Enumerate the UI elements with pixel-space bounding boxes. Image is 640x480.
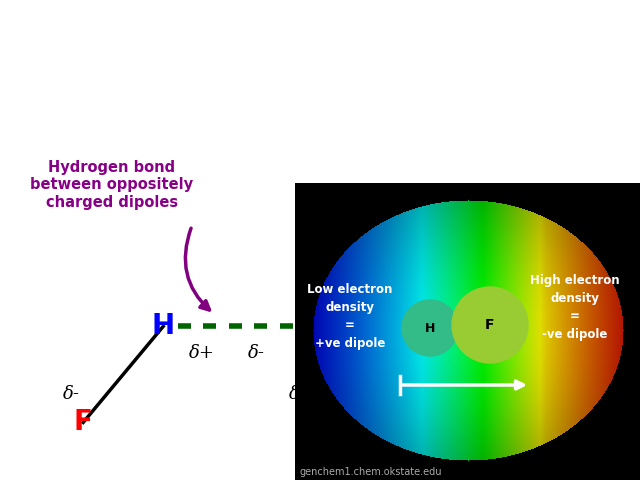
Text: genchem1.chem.okstate.edu: genchem1.chem.okstate.edu bbox=[300, 467, 442, 477]
Circle shape bbox=[452, 287, 528, 363]
Text: F: F bbox=[485, 318, 495, 332]
Text: H: H bbox=[308, 408, 332, 436]
Text: δ-: δ- bbox=[63, 385, 80, 403]
Circle shape bbox=[402, 300, 458, 356]
Text: F: F bbox=[74, 408, 93, 436]
Text: F: F bbox=[374, 312, 394, 340]
Bar bbox=[295, 183, 640, 480]
Text: δ+: δ+ bbox=[189, 344, 214, 362]
Text: δ-: δ- bbox=[344, 289, 360, 307]
Text: H: H bbox=[152, 312, 175, 340]
Text: H: H bbox=[425, 322, 435, 335]
Text: δ+: δ+ bbox=[289, 385, 315, 403]
Text: δ-: δ- bbox=[248, 344, 264, 362]
Text: Hydrogen bond
between oppositely
charged dipoles: Hydrogen bond between oppositely charged… bbox=[31, 160, 193, 210]
Text: Low electron
density
=
+ve dipole: Low electron density = +ve dipole bbox=[307, 283, 393, 350]
Text: High electron
density
=
-ve dipole: High electron density = -ve dipole bbox=[530, 274, 620, 341]
